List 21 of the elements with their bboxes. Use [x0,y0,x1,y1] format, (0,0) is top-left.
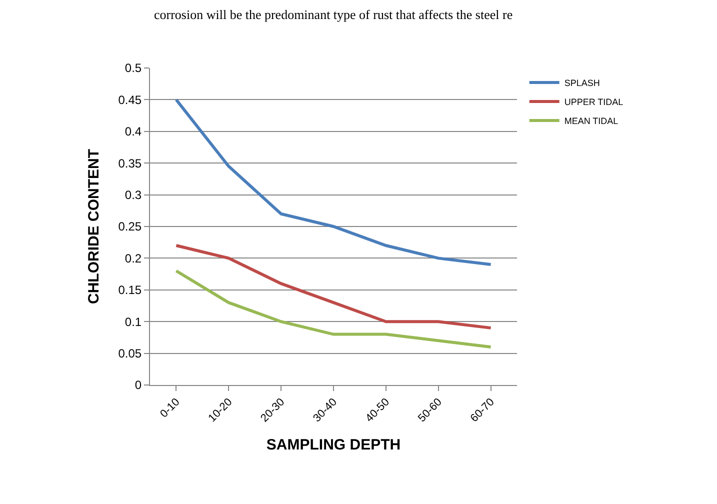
text: corrosion will be the predominant type of rust that affects the steel re [154,7,513,22]
y-tick-label: 0.45 [118,92,142,107]
y-tick-label: 0.3 [124,188,142,202]
y-tick-label: 0.35 [118,156,142,170]
y-tick-label: 0.1 [124,314,142,329]
y-tick-label: 0.4 [124,124,142,139]
legend-label: UPPER TIDAL [564,97,624,108]
legend-label: MEAN TIDAL [564,116,618,126]
y-tick-label: 0.5 [124,61,142,76]
legend-label: SPLASH [564,78,600,88]
line-series [174,98,492,266]
x-tick-label: 0-10 [158,396,182,420]
x-axis-title: SAMPLING DEPTH [266,436,401,454]
y-tick-label: 0 [134,378,142,392]
y-axis-title: CHLORIDE CONTENT [85,149,102,304]
y-tick-label: 0.15 [118,283,142,298]
y-tick-label: 0.2 [124,251,142,266]
line-series [174,269,492,348]
y-tick-label: 0.05 [118,346,142,360]
line-series [174,244,492,330]
y-tick-label: 0.25 [118,220,142,234]
